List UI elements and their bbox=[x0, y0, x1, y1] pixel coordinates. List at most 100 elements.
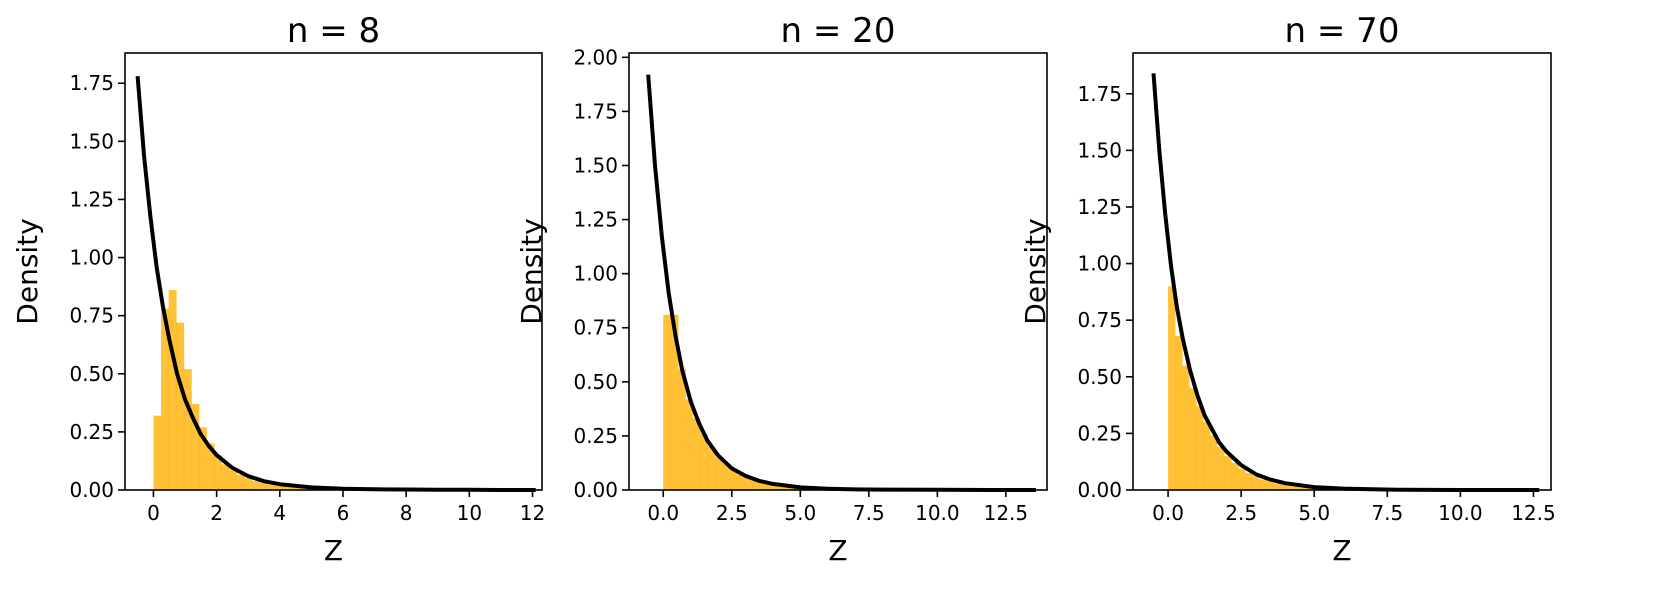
y-tick-label: 0.00 bbox=[573, 478, 618, 502]
histogram-bar bbox=[1189, 388, 1197, 490]
y-tick-label: 1.50 bbox=[573, 153, 618, 177]
y-tick-label: 0.50 bbox=[573, 370, 618, 394]
histogram-bar bbox=[678, 368, 686, 490]
histogram-bar bbox=[707, 446, 716, 490]
y-tick-label: 1.75 bbox=[1077, 82, 1122, 106]
histogram-bar bbox=[153, 415, 162, 490]
histogram-bar bbox=[1231, 462, 1239, 490]
x-tick-label: 7.5 bbox=[1371, 501, 1403, 525]
histogram-bar bbox=[1168, 286, 1176, 490]
histogram-bar bbox=[251, 481, 260, 490]
histogram-bar bbox=[1308, 488, 1316, 490]
histogram-bar bbox=[244, 478, 253, 490]
panel-title: n = 70 bbox=[1285, 11, 1400, 51]
x-tick-label: 2 bbox=[210, 501, 223, 525]
histogram-bar bbox=[1294, 486, 1302, 490]
y-tick-label: 1.75 bbox=[573, 99, 618, 123]
histogram-bar bbox=[305, 488, 314, 490]
histogram-bars bbox=[1168, 286, 1351, 490]
histogram-bar bbox=[722, 464, 731, 490]
histogram-bar bbox=[282, 486, 291, 490]
x-tick-label: 4 bbox=[273, 501, 286, 525]
histogram-bar bbox=[161, 308, 169, 490]
x-tick-label: 5.0 bbox=[1298, 501, 1330, 525]
x-tick-label: 0.0 bbox=[647, 501, 679, 525]
y-tick-label: 0.75 bbox=[573, 316, 618, 340]
density-curve bbox=[646, 74, 1036, 492]
y-tick-label: 0.25 bbox=[69, 420, 114, 444]
histogram-bar bbox=[774, 485, 783, 490]
histogram-bar bbox=[692, 418, 701, 490]
y-axis-label: Density bbox=[1019, 218, 1052, 324]
density-curve bbox=[135, 76, 536, 492]
histogram-bar bbox=[781, 486, 790, 490]
y-axis-label: Density bbox=[515, 218, 548, 324]
histogram-bar bbox=[766, 484, 775, 490]
x-tick-label: 5.0 bbox=[784, 501, 816, 525]
y-tick-label: 1.00 bbox=[573, 262, 618, 286]
histogram-bar bbox=[737, 474, 746, 490]
histogram-bar bbox=[198, 427, 207, 490]
histogram-bar bbox=[183, 369, 192, 490]
y-tick-label: 0.25 bbox=[1077, 421, 1122, 445]
histogram-bar bbox=[1175, 336, 1183, 490]
histogram-bar bbox=[759, 482, 768, 490]
y-tick-label: 1.00 bbox=[69, 246, 114, 270]
histogram-bar bbox=[1217, 446, 1225, 490]
histogram-bar bbox=[715, 457, 723, 490]
y-tick-label: 0.75 bbox=[1077, 308, 1122, 332]
histogram-bar bbox=[221, 464, 230, 490]
histogram-bar bbox=[1301, 487, 1309, 490]
histogram-bar bbox=[259, 483, 268, 490]
histogram-bar bbox=[229, 470, 238, 490]
y-tick-label: 1.25 bbox=[1077, 195, 1122, 219]
histogram-bar bbox=[1196, 406, 1204, 490]
y-tick-label: 0.00 bbox=[1077, 478, 1122, 502]
chart-panel-2: 0.0 2.5 5.0 7.5 10.0 12.5 0.00 0.25 0.50 0.75 1.00… bbox=[515, 11, 1048, 567]
x-tick-label: 2.5 bbox=[1225, 501, 1257, 525]
y-axis-label: Density bbox=[11, 218, 44, 324]
x-tick-label: 12.5 bbox=[984, 501, 1029, 525]
histogram-bar bbox=[1259, 479, 1267, 490]
x-tick-label: 10 bbox=[457, 501, 482, 525]
y-tick-label: 1.75 bbox=[69, 71, 114, 95]
axes-frame bbox=[628, 52, 1048, 491]
histogram-bar bbox=[1238, 468, 1246, 490]
histogram-bar bbox=[1287, 485, 1295, 490]
y-tick-label: 1.25 bbox=[573, 208, 618, 232]
x-tick-label: 2.5 bbox=[716, 501, 748, 525]
panel-title: n = 20 bbox=[781, 11, 896, 51]
x-tick-label: 0.0 bbox=[1152, 501, 1184, 525]
x-tick-label: 12.5 bbox=[1511, 501, 1556, 525]
histogram-bar bbox=[670, 314, 679, 490]
x-tick-label: 0 bbox=[147, 501, 160, 525]
x-tick-label: 10.0 bbox=[915, 501, 960, 525]
y-tick-label: 0.75 bbox=[69, 304, 114, 328]
histogram-bar bbox=[1203, 422, 1211, 490]
y-tick-label: 0.00 bbox=[69, 478, 114, 502]
histogram-bar bbox=[1224, 456, 1232, 490]
chart-panel-3: 0.0 2.5 5.0 7.5 10.0 12.5 0.00 0.25 0.50 0.75 1.00… bbox=[1019, 11, 1556, 567]
histogram-bar bbox=[1252, 476, 1260, 490]
x-tick-label: 6 bbox=[337, 501, 350, 525]
histogram-bar bbox=[168, 290, 177, 490]
histogram-bar bbox=[685, 399, 694, 490]
y-tick-label: 1.25 bbox=[69, 187, 114, 211]
histogram-bar bbox=[1273, 483, 1281, 490]
histogram-bar bbox=[1210, 435, 1218, 490]
histogram-bar bbox=[214, 455, 223, 490]
x-axis-label: Z bbox=[324, 534, 343, 567]
histogram-bars bbox=[663, 314, 842, 490]
histogram-bar bbox=[729, 470, 738, 490]
histogram-bar bbox=[236, 474, 245, 490]
y-tick-label: 2.00 bbox=[573, 45, 618, 69]
histogram-bar bbox=[1245, 473, 1253, 490]
x-tick-label: 10.0 bbox=[1438, 501, 1483, 525]
histogram-bar bbox=[1266, 481, 1274, 490]
x-tick-label: 8 bbox=[400, 501, 413, 525]
histogram-bar bbox=[1280, 484, 1288, 490]
histogram-bar bbox=[744, 478, 753, 490]
y-tick-label: 0.50 bbox=[69, 362, 114, 386]
axes-frame bbox=[124, 52, 543, 491]
